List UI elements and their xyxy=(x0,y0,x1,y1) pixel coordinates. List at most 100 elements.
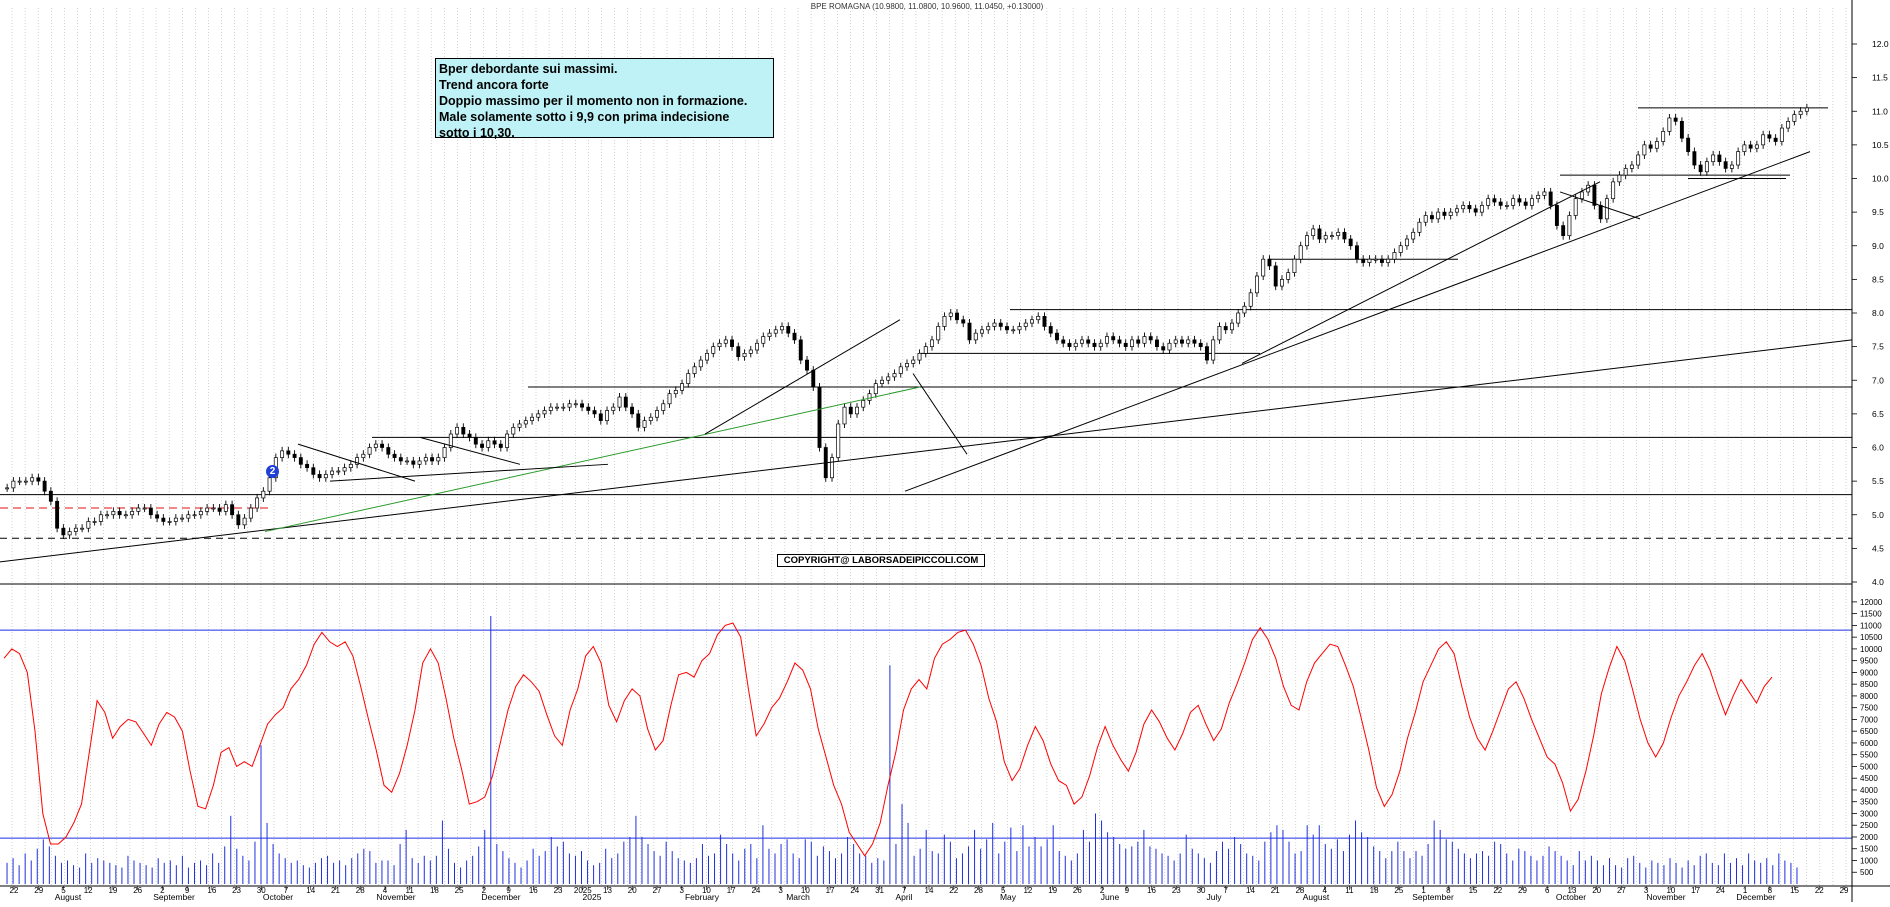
candle-body xyxy=(480,443,485,448)
price-tick-label: 5.5 xyxy=(1872,476,1884,486)
candle-body xyxy=(1673,117,1678,122)
x-tick-label: 22 xyxy=(1493,886,1502,895)
candle-body xyxy=(1454,208,1459,213)
candle-body xyxy=(980,329,984,334)
x-tick-label: 29 xyxy=(1840,886,1849,895)
candle-body xyxy=(1092,342,1097,347)
candle-body xyxy=(1704,161,1709,173)
trendline xyxy=(264,386,921,533)
candle-body xyxy=(348,463,353,469)
candle-body xyxy=(1279,279,1284,287)
candle-body xyxy=(592,410,597,415)
month-label: October xyxy=(263,892,293,902)
x-tick-label: 5 xyxy=(61,886,66,895)
candle-body xyxy=(1398,245,1403,253)
candle-body xyxy=(1511,198,1516,206)
x-tick-label: 16 xyxy=(207,886,216,895)
candle-body xyxy=(817,386,822,448)
candle-body xyxy=(1311,228,1316,237)
candle-body xyxy=(392,453,397,458)
candle-body xyxy=(173,517,178,522)
candle-body xyxy=(1180,339,1184,344)
candle-body xyxy=(380,443,385,448)
x-tick-label: 9 xyxy=(185,886,190,895)
candle-body xyxy=(911,359,916,364)
candle-body xyxy=(305,463,310,469)
chart-title: BPE ROMAGNA (10.9800, 11.0800, 10.9600, … xyxy=(810,2,1044,11)
trendline xyxy=(419,436,521,465)
candle-body xyxy=(898,366,903,374)
x-tick-label: 9 xyxy=(1125,886,1130,895)
candle-body xyxy=(386,447,391,455)
candle-body xyxy=(130,511,135,516)
candle-body xyxy=(1298,245,1303,260)
support-resistance-lines xyxy=(0,107,1852,539)
candle-body xyxy=(986,326,991,331)
annotation-line: sotto i 10,30. xyxy=(439,126,515,140)
lower-tick-label: 2500 xyxy=(1860,821,1878,830)
trendline xyxy=(329,463,609,482)
candle-body xyxy=(161,517,166,522)
x-tick-label: 27 xyxy=(653,886,662,895)
candle-body xyxy=(948,312,953,317)
candle-body xyxy=(455,426,460,435)
candle-body xyxy=(1579,191,1584,200)
candle-body xyxy=(561,406,566,409)
candle-body xyxy=(686,373,691,384)
candle-body xyxy=(573,403,578,406)
candle-body xyxy=(1436,211,1441,220)
candle-body xyxy=(905,363,909,368)
candle-body xyxy=(1417,221,1422,233)
candle-body xyxy=(1130,339,1134,347)
candle-body xyxy=(1323,235,1328,240)
x-tick-label: 26 xyxy=(133,886,142,895)
candle-body xyxy=(1779,127,1784,142)
candle-body xyxy=(1111,336,1116,341)
candle-body xyxy=(1342,231,1347,240)
candle-body xyxy=(1017,326,1022,331)
candle-body xyxy=(473,437,478,445)
x-tick-label: 30 xyxy=(1197,886,1206,895)
candle-body xyxy=(992,322,997,327)
price-tick-label: 4.0 xyxy=(1872,577,1884,587)
x-tick-label: 2 xyxy=(482,886,487,895)
candle-body xyxy=(1786,120,1791,129)
candle-body xyxy=(180,517,185,520)
candle-body xyxy=(723,339,728,344)
candle-body xyxy=(1754,144,1759,149)
candle-body xyxy=(842,406,847,425)
price-tick-label: 6.5 xyxy=(1872,409,1884,419)
candle-body xyxy=(1692,151,1697,166)
candle-body xyxy=(211,507,216,510)
candle-body xyxy=(205,507,210,512)
x-tick-label: 29 xyxy=(1518,886,1527,895)
x-tick-label: 23 xyxy=(1172,886,1181,895)
candle-body xyxy=(1442,211,1447,216)
month-label: August xyxy=(1303,892,1330,902)
candle-body xyxy=(373,443,378,448)
candle-body xyxy=(836,423,841,458)
candle-body xyxy=(111,511,116,516)
month-label: December xyxy=(481,892,520,902)
lower-tick-label: 4500 xyxy=(1860,774,1878,783)
candle-body xyxy=(1023,322,1028,327)
candle-body xyxy=(598,413,603,421)
candle-body xyxy=(636,413,641,428)
candle-body xyxy=(1048,326,1053,334)
candle-body xyxy=(998,322,1003,327)
candle-body xyxy=(1042,316,1047,327)
candle-body xyxy=(80,527,85,530)
lower-tick-label: 10500 xyxy=(1860,633,1883,642)
candle-body xyxy=(611,406,616,411)
candle-body xyxy=(767,332,772,337)
candle-body xyxy=(442,447,447,458)
x-tick-label: 7 xyxy=(1224,886,1229,895)
x-tick-label: 5 xyxy=(1001,886,1006,895)
candle-body xyxy=(398,457,403,462)
candle-body xyxy=(1173,339,1178,344)
candle-body xyxy=(1748,144,1753,149)
lower-tick-label: 8000 xyxy=(1860,692,1878,701)
x-tick-label: 28 xyxy=(356,886,365,895)
candle-body xyxy=(1604,198,1609,220)
